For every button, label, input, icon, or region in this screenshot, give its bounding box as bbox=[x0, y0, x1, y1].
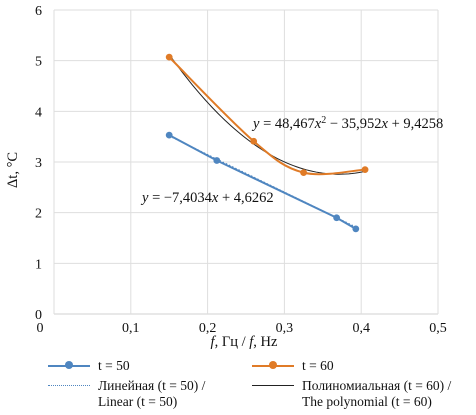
x-axis-title: f, Гц / f, Hz bbox=[211, 334, 278, 350]
series-line-t60 bbox=[168, 56, 366, 176]
data-point bbox=[213, 157, 221, 164]
data-point bbox=[165, 131, 173, 139]
x-tick-label: 0,4 bbox=[352, 321, 370, 336]
legend-item-t60: t = 60 bbox=[252, 358, 334, 374]
legend-swatch-t50 bbox=[48, 358, 90, 372]
legend-label-t50: t = 50 bbox=[98, 358, 130, 373]
legend-swatch-poly bbox=[252, 378, 294, 392]
legend-label-poly-ru: Полиномиальная (t = 60) / bbox=[302, 378, 452, 393]
legend-swatch-t60 bbox=[252, 358, 294, 372]
data-series bbox=[165, 53, 369, 233]
y-tick-label: 3 bbox=[35, 156, 42, 171]
y-tick-label: 2 bbox=[35, 207, 42, 222]
series-line-t50 bbox=[168, 134, 357, 230]
y-tick-label: 6 bbox=[35, 4, 42, 19]
axis-tick-labels: 0 1 2 3 4 5 6 0 0,1 0,2 0,3 0,4 0,5 bbox=[35, 4, 447, 336]
polynomial-trendline bbox=[168, 54, 366, 175]
y-axis-title: Δt, °C bbox=[5, 152, 21, 188]
legend-label-linear-en: Linear (t = 50) bbox=[98, 394, 178, 409]
data-point bbox=[300, 169, 307, 177]
legend-label-poly-en: The polynomial (t = 60) bbox=[302, 394, 432, 409]
data-point bbox=[352, 225, 360, 233]
y-tick-label: 0 bbox=[35, 308, 42, 323]
y-tick-label: 5 bbox=[35, 55, 42, 70]
x-tick-label: 0,2 bbox=[199, 321, 217, 336]
legend-item-linear-trend: Линейная (t = 50) / Linear (t = 50) bbox=[48, 378, 205, 410]
legend-item-poly-trend: Полиномиальная (t = 60) / The polynomial… bbox=[252, 378, 451, 410]
y-tick-label: 1 bbox=[35, 257, 42, 272]
x-tick-label: 0,5 bbox=[429, 321, 447, 336]
x-tick-label: 0,3 bbox=[276, 321, 294, 336]
y-tick-label: 4 bbox=[35, 105, 42, 120]
data-point bbox=[165, 53, 173, 61]
polynomial-equation-label: y = 48,467x2 − 35,952x + 9,4258 bbox=[251, 115, 443, 133]
chart-plot: 0 1 2 3 4 5 6 0 0,1 0,2 0,3 0,4 0,5 y = 48,467x2 − 3… bbox=[5, 4, 447, 350]
data-point bbox=[333, 214, 341, 222]
legend-swatch-linear bbox=[48, 378, 90, 392]
chart-legend: t = 50 t = 60 Линейная (t = 50) / Linear… bbox=[0, 352, 476, 415]
x-tick-label: 0,1 bbox=[122, 321, 140, 336]
legend-label-linear-ru: Линейная (t = 50) / bbox=[98, 378, 206, 393]
data-point bbox=[361, 166, 369, 174]
chart-grid bbox=[53, 9, 439, 315]
legend-item-t50: t = 50 bbox=[48, 358, 130, 374]
data-point bbox=[250, 137, 258, 145]
linear-equation-label: y = −7,4034x + 4,6262 bbox=[140, 190, 274, 206]
x-tick-label: 0 bbox=[37, 321, 44, 336]
legend-label-t60: t = 60 bbox=[302, 358, 334, 373]
